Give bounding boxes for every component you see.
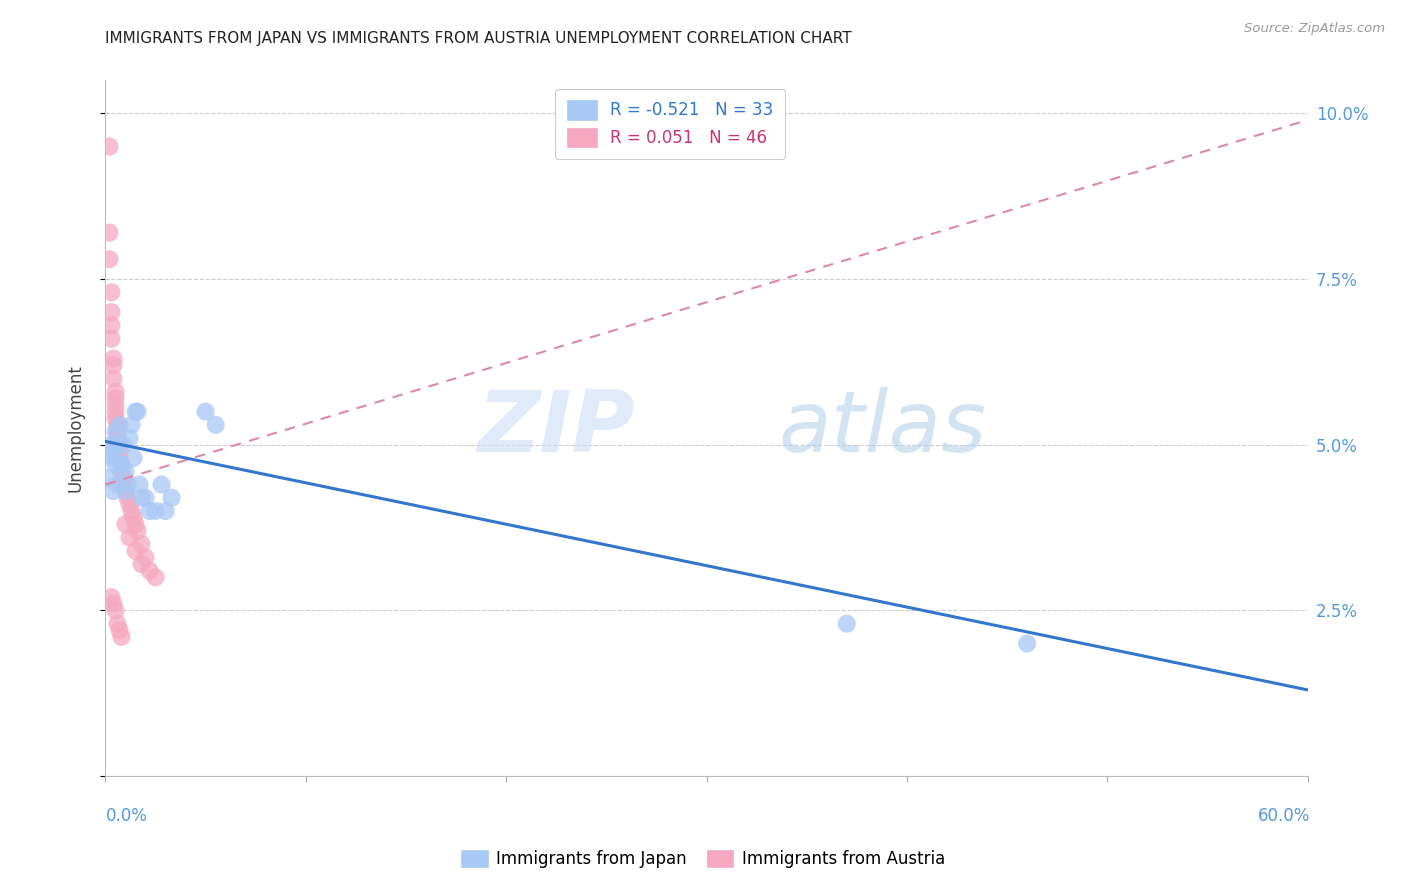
Point	[98, 226, 121, 240]
Point	[118, 497, 141, 511]
Point	[117, 477, 139, 491]
Point	[114, 464, 136, 478]
Point	[110, 458, 132, 472]
Point	[104, 425, 127, 439]
Legend: Immigrants from Japan, Immigrants from Austria: Immigrants from Japan, Immigrants from A…	[454, 843, 952, 875]
Point	[103, 450, 125, 465]
Point	[145, 504, 167, 518]
Point	[104, 384, 127, 399]
Point	[103, 484, 125, 499]
Point	[100, 444, 122, 458]
Point	[128, 477, 150, 491]
Point	[121, 504, 143, 518]
Point	[108, 624, 131, 638]
Point	[104, 411, 127, 425]
Point	[127, 524, 149, 538]
Point	[1017, 636, 1039, 650]
Point	[131, 557, 153, 571]
Point	[135, 550, 157, 565]
Text: ZIP: ZIP	[477, 386, 634, 470]
Point	[100, 285, 122, 300]
Point	[104, 404, 127, 418]
Point	[112, 438, 135, 452]
Text: 0.0%: 0.0%	[105, 807, 148, 825]
Point	[100, 305, 122, 319]
Point	[103, 597, 125, 611]
Point	[114, 484, 136, 499]
Point	[98, 471, 121, 485]
Point	[145, 570, 167, 584]
Point	[122, 450, 145, 465]
Point	[100, 332, 122, 346]
Point	[108, 417, 131, 432]
Point	[107, 616, 129, 631]
Y-axis label: Unemployment: Unemployment	[66, 364, 84, 492]
Point	[124, 517, 146, 532]
Point	[160, 491, 183, 505]
Point	[835, 616, 858, 631]
Text: atlas: atlas	[779, 386, 987, 470]
Point	[104, 603, 127, 617]
Point	[107, 438, 129, 452]
Point	[110, 630, 132, 644]
Point	[117, 491, 139, 505]
Point	[131, 537, 153, 551]
Point	[110, 464, 132, 478]
Text: Source: ZipAtlas.com: Source: ZipAtlas.com	[1244, 22, 1385, 36]
Point	[98, 139, 121, 153]
Point	[100, 318, 122, 333]
Text: 60.0%: 60.0%	[1258, 807, 1310, 825]
Point	[112, 477, 135, 491]
Point	[131, 491, 153, 505]
Point	[135, 491, 157, 505]
Point	[110, 458, 132, 472]
Point	[112, 471, 135, 485]
Point	[138, 564, 160, 578]
Point	[108, 444, 131, 458]
Point	[108, 450, 131, 465]
Point	[124, 543, 146, 558]
Point	[114, 517, 136, 532]
Point	[104, 392, 127, 406]
Point	[121, 417, 143, 432]
Point	[107, 477, 129, 491]
Point	[107, 431, 129, 445]
Point	[114, 484, 136, 499]
Point	[118, 531, 141, 545]
Point	[122, 510, 145, 524]
Point	[155, 504, 177, 518]
Point	[107, 417, 129, 432]
Point	[100, 590, 122, 604]
Text: IMMIGRANTS FROM JAPAN VS IMMIGRANTS FROM AUSTRIA UNEMPLOYMENT CORRELATION CHART: IMMIGRANTS FROM JAPAN VS IMMIGRANTS FROM…	[105, 31, 852, 46]
Legend: R = -0.521   N = 33, R = 0.051   N = 46: R = -0.521 N = 33, R = 0.051 N = 46	[555, 88, 786, 159]
Point	[194, 404, 217, 418]
Point	[100, 438, 122, 452]
Point	[124, 404, 146, 418]
Point	[103, 371, 125, 385]
Point	[103, 351, 125, 366]
Point	[98, 252, 121, 267]
Point	[103, 358, 125, 372]
Point	[204, 417, 226, 432]
Point	[150, 477, 173, 491]
Point	[138, 504, 160, 518]
Point	[107, 425, 129, 439]
Point	[118, 431, 141, 445]
Point	[127, 404, 149, 418]
Point	[110, 458, 132, 472]
Point	[108, 438, 131, 452]
Point	[104, 398, 127, 412]
Point	[104, 458, 127, 472]
